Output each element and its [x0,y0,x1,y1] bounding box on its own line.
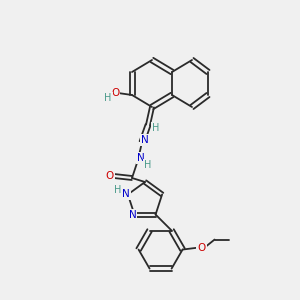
Text: N: N [122,189,130,200]
Text: H: H [114,185,122,195]
Text: N: N [128,210,136,220]
Text: N: N [141,135,149,145]
Text: O: O [111,88,119,98]
Text: O: O [197,243,206,253]
Text: N: N [137,153,145,163]
Text: O: O [106,171,114,181]
Text: H: H [104,93,112,103]
Text: H: H [152,123,160,133]
Text: H: H [144,160,152,170]
